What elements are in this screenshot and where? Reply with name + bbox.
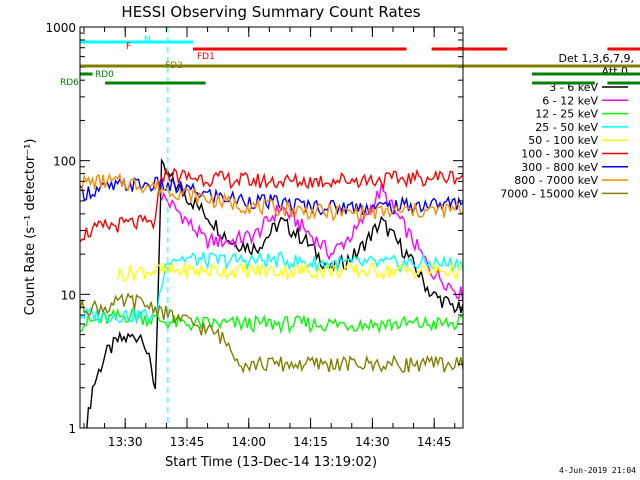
series-line-800-7000-kev [80, 172, 463, 222]
series-line-7000-15000-kev [80, 292, 463, 374]
x-tick-label: 14:45 [417, 435, 452, 449]
y-tick-label: 1 [68, 422, 76, 436]
legend-label-50-100-kev: 50 - 100 keV [528, 134, 598, 147]
legend-label-800-7000-kev: 800 - 7000 keV [514, 174, 598, 187]
y-tick-label: 1000 [45, 21, 76, 35]
chart-title: HESSI Observing Summary Count Rates [121, 3, 420, 21]
axis-ticks: 1 10 100 1000 13:30 13:45 14:00 14:15 14:30 14:45 [45, 21, 463, 449]
y-tick-label: 100 [53, 155, 76, 169]
x-tick-label: 13:30 [108, 435, 143, 449]
x-tick-label: 13:45 [170, 435, 205, 449]
legend-label-100-300-kev: 100 - 300 keV [521, 148, 598, 161]
status-label-fd1: FD1 [197, 52, 215, 62]
status-label-fd2: FD2 [165, 61, 183, 71]
series-line-6-12-kev [160, 183, 463, 304]
legend-label-300-800-kev: 300 - 800 keV [521, 161, 598, 174]
legend-label-6-12-kev: 6 - 12 keV [542, 94, 598, 107]
series-line-300-800-kev [80, 176, 463, 216]
status-label-f: F [126, 42, 131, 52]
plot-area [80, 158, 463, 428]
x-axis-label: Start Time (13-Dec-14 13:19:02) [165, 455, 377, 470]
x-tick-label: 14:30 [355, 435, 390, 449]
plot-frame [79, 26, 464, 429]
x-tick-label: 14:15 [293, 435, 328, 449]
status-label-n: N [144, 35, 151, 45]
y-axis-label: Count Rate (s⁻¹ detector⁻¹) [23, 139, 38, 316]
legend-label-12-25-kev: 12 - 25 keV [535, 108, 598, 121]
status-label-rd0: RD0 [95, 70, 114, 80]
series-line-25-50-kev [80, 251, 463, 325]
generated-timestamp: 4-Jun-2019 21:04 [559, 466, 636, 475]
series-line-100-300-kev [80, 167, 463, 243]
y-tick-label: 10 [61, 288, 76, 302]
status-label-rd6: RD6 [60, 78, 79, 88]
series-line-50-100-kev [117, 261, 463, 283]
series-line-12-25-kev [80, 307, 463, 335]
legend-header-line-1: Det 1,3,6,7,9, [558, 52, 634, 65]
x-tick-label: 14:00 [231, 435, 266, 449]
legend-label-7000-15000-kev: 7000 - 15000 keV [500, 187, 598, 200]
legend-label-25-50-kev: 25 - 50 keV [535, 121, 598, 134]
